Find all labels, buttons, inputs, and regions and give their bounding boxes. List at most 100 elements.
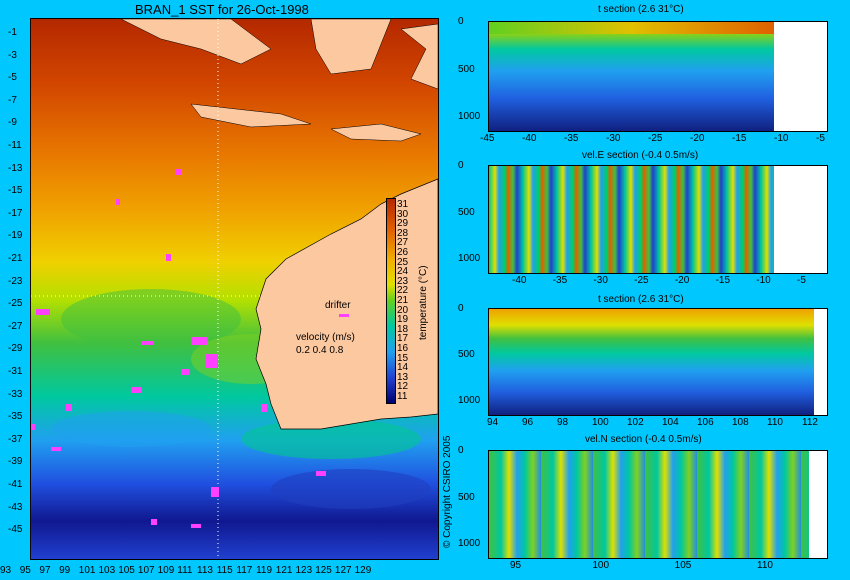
land-sulawesi [400,23,438,90]
land-borneo [310,19,392,75]
lon-tick-label: 103 [98,565,116,576]
lat-tick-label: -29 [8,343,23,355]
section-x-tick-label: 108 [732,417,749,428]
colorbar-tick-label: 18 [397,323,409,335]
colorbar-tick-label: 23 [397,275,409,287]
section-x-tick-label: -25 [648,133,663,144]
section-x-tick-label: -5 [816,133,825,144]
colorbar-tick-label: 12 [397,381,409,393]
section-title-3: t section (2.6 31°C) [598,294,684,305]
land-java [190,103,312,128]
colorbar-tick-label: 30 [397,208,409,220]
colorbar-tick-label: 28 [397,227,409,239]
section-panel-2 [488,165,828,274]
section-x-tick-label: -35 [564,133,579,144]
lat-tick-label: -33 [8,388,23,400]
lon-tick-label: 129 [354,565,372,576]
section-y-tick-label: 1000 [458,253,481,264]
section-field [489,22,774,131]
section-x-tick-label: -45 [480,133,495,144]
section-y-tick-label: 0 [458,16,464,27]
section-x-tick-label: 112 [802,417,818,428]
section-x-tick-label: 110 [767,417,783,428]
colorbar-label: temperature (°C) [418,265,429,340]
lat-tick-label: -23 [8,275,23,287]
lon-tick-label: 113 [197,565,213,576]
lon-tick-label: 115 [216,565,233,576]
eddy [51,411,211,447]
colorbar-tick-label: 17 [397,333,409,345]
section-surface [489,22,774,34]
section-y-tick-label: 500 [458,349,475,360]
lat-tick-label: -9 [8,117,17,129]
section-x-tick-label: 105 [674,560,692,571]
section-x-tick-label: -40 [522,133,537,144]
colorbar-tick-label: 19 [397,314,409,326]
colorbar-tick-label: 20 [397,304,409,316]
lon-tick-label: 97 [39,565,51,576]
section-x-tick-label: 95 [510,560,522,571]
lat-tick-label: -37 [8,433,23,445]
section-x-tick-label: 100 [592,417,609,428]
lon-tick-label: 117 [236,565,253,576]
lon-tick-label: 123 [295,565,313,576]
velocity-label: velocity (m/s) [296,332,355,343]
section-x-tick-label: 96 [522,417,534,428]
eddy [271,469,431,509]
colorbar-tick-label: 24 [397,266,409,278]
section-x-tick-label: -30 [606,133,621,144]
section-y-tick-label: 0 [458,160,464,171]
drifter-label: drifter [325,300,351,311]
lon-tick-label: 125 [315,565,332,576]
lat-tick-label: -41 [8,479,23,490]
section-land-mask [814,309,827,415]
lon-tick-label: 127 [334,565,352,576]
section-y-tick-label: 1000 [458,111,481,122]
lat-tick-label: -27 [8,320,23,332]
lon-tick-label: 99 [59,565,71,576]
lat-tick-label: -21 [8,253,23,264]
lat-tick-label: -1 [8,27,17,38]
section-panel-3 [488,308,828,416]
section-land-mask [774,22,827,131]
section-y-tick-label: 1000 [458,395,481,406]
lon-tick-label: 95 [19,565,31,576]
copyright-notice: © Copyright CSIRO 2005 [442,435,453,548]
section-y-tick-label: 500 [458,63,475,75]
section-title-4: vel.N section (-0.4 0.5m/s) [585,434,702,445]
colorbar-tick-label: 21 [397,295,409,306]
section-title-1: t section (2.6 31°C) [598,4,684,15]
colorbar-tick-label: 22 [397,285,409,297]
lat-tick-label: -5 [8,72,17,84]
lon-tick-label: 121 [275,565,293,576]
section-panel-4 [488,450,828,559]
lat-tick-label: -35 [8,411,23,423]
colorbar-tick-label: 29 [397,218,409,230]
section-y-tick-label: 0 [458,445,464,456]
section-x-tick-label: 100 [592,560,610,571]
lat-tick-label: -17 [8,207,23,219]
colorbar-tick-label: 27 [397,237,409,249]
lat-tick-label: -43 [8,501,23,513]
section-x-tick-label: -15 [715,275,731,286]
colorbar-tick-label: 31 [397,199,409,210]
lat-tick-label: -7 [8,94,17,106]
section-x-tick-label: -40 [512,275,527,286]
section-x-tick-label: -20 [690,133,705,144]
section-title-2: vel.E section (-0.4 0.5m/s) [582,150,699,161]
section-x-tick-label: 106 [697,417,714,428]
lon-tick-label: 107 [137,565,155,576]
lon-tick-label: 105 [118,565,135,576]
land-lesser-sunda [330,123,422,142]
lat-tick-label: -45 [8,524,23,536]
map-title: BRAN_1 SST for 26-Oct-1998 [135,2,309,17]
section-x-tick-label: -35 [552,275,568,286]
lat-tick-label: -25 [8,298,23,310]
sst-map [30,18,439,560]
lat-tick-label: -11 [8,140,22,151]
lon-tick-label: 119 [256,565,273,576]
lat-tick-label: -3 [8,49,17,61]
lon-tick-label: 93 [0,565,12,576]
lat-tick-label: -31 [8,366,23,377]
colorbar [386,198,396,404]
